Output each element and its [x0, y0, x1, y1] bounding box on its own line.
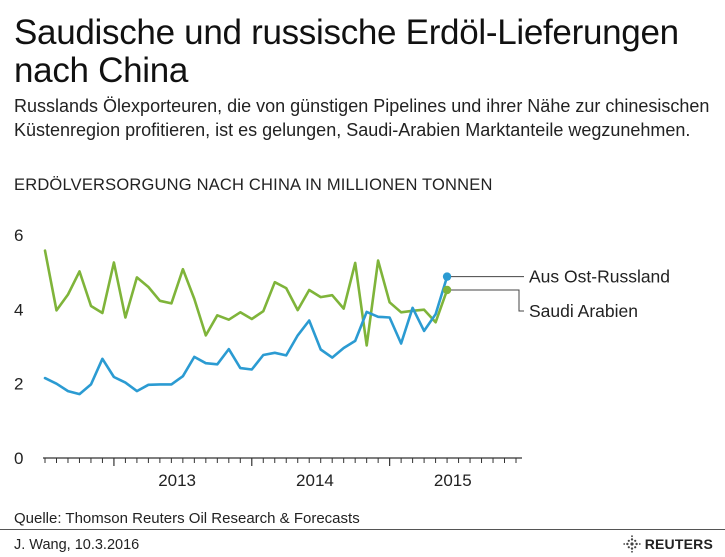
byline: J. Wang, 10.3.2016 — [14, 537, 140, 553]
series-line-russia — [43, 275, 449, 396]
page-title: Saudische und russische Erdöl-Lieferunge… — [14, 13, 679, 90]
y-tick-label: 0 — [14, 449, 23, 468]
x-tick-label: 2013 — [158, 471, 196, 490]
reuters-dots-icon — [623, 535, 641, 553]
leader-line-saudi — [451, 289, 524, 312]
series-label-saudi: Saudi Arabien — [529, 301, 638, 321]
end-point-saudi — [442, 285, 452, 295]
x-tick-label: 2014 — [296, 471, 334, 490]
series-line-saudi — [43, 249, 449, 347]
y-tick-label: 6 — [14, 226, 23, 245]
footer-divider — [0, 529, 725, 530]
y-tick-label: 4 — [14, 300, 23, 319]
brand-name: REUTERS — [644, 536, 713, 552]
line-chart: 0 2 4 6 2013 2014 2015 Aus Ost-Russland Saudi Ar… — [14, 226, 670, 490]
page-subtitle: Russlands Ölexporteuren, die von günstig… — [14, 96, 710, 140]
chart-heading: ERDÖLVERSORGUNG NACH CHINA IN MILLIONEN … — [14, 176, 493, 194]
source-note: Quelle: Thomson Reuters Oil Research & F… — [14, 510, 360, 527]
reuters-logo: REUTERS — [623, 535, 713, 553]
end-point-russia — [442, 272, 452, 281]
x-tick-label: 2015 — [434, 471, 472, 490]
series-label-russia: Aus Ost-Russland — [529, 267, 670, 287]
y-tick-label: 2 — [14, 375, 23, 394]
